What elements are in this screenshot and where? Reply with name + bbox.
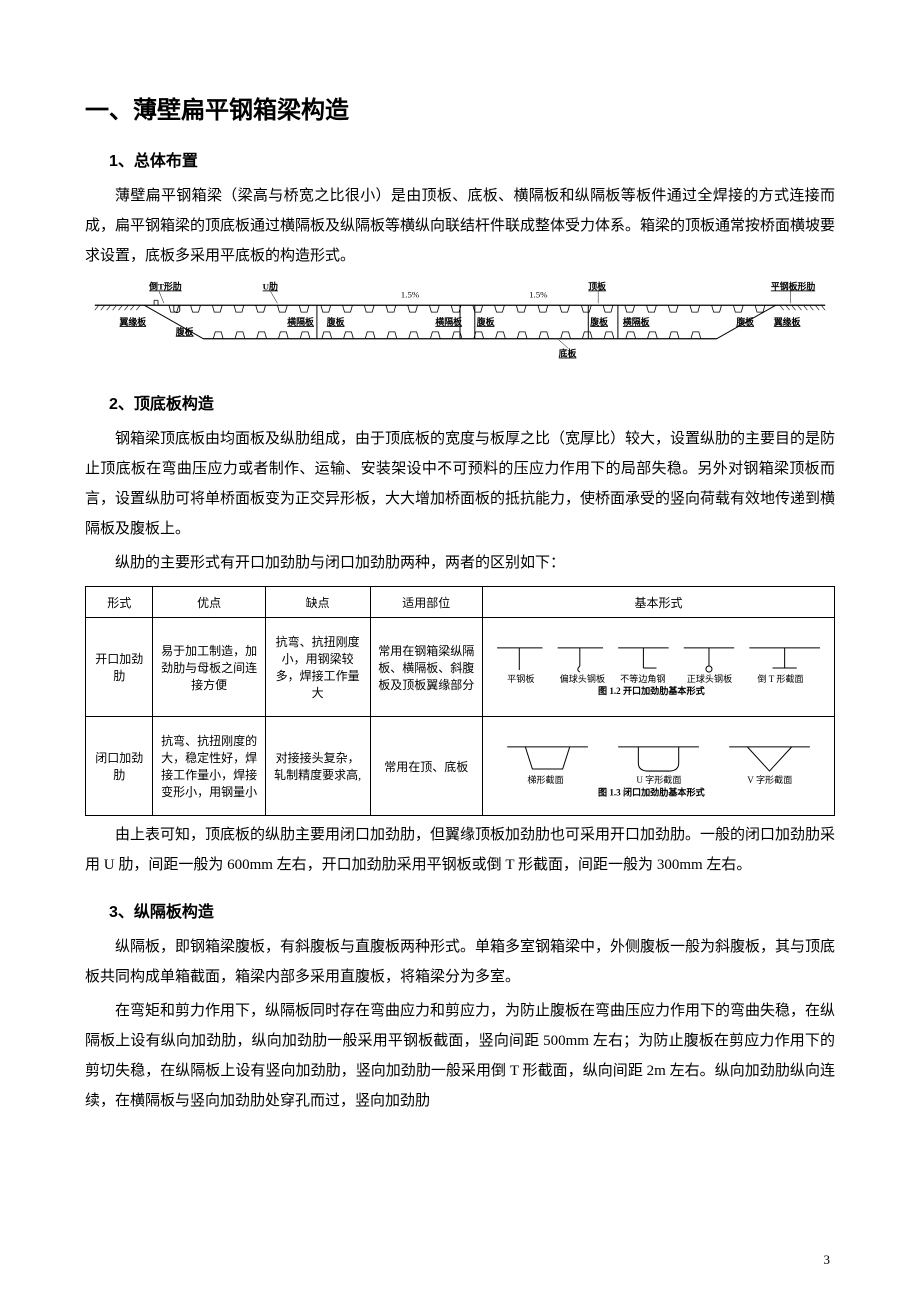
- section-3-heading: 3、纵隔板构造: [85, 898, 835, 922]
- page-title: 一、薄壁扁平钢箱梁构造: [85, 90, 835, 125]
- cell-open-pros: 易于加工制造，加劲肋与母板之间连接方便: [153, 618, 265, 717]
- th-form: 形式: [86, 587, 153, 618]
- label-invt: 倒T形肋: [148, 280, 182, 291]
- label-web-r: 腹板: [735, 316, 754, 327]
- section-3-paragraph-1: 纵隔板，即钢箱梁腹板，有斜腹板与直腹板两种形式。单箱多室钢箱梁中，外侧腹板一般为…: [85, 932, 835, 992]
- label-web-3b: 腹板: [589, 316, 608, 327]
- cell-closed-pros: 抗弯、抗扭刚度的大，稳定性好，焊接工作量小，焊接变形小，用钢量小: [153, 717, 265, 816]
- label-slope-1: 1.5%: [401, 289, 420, 299]
- label-edge-l: 翼缘板: [119, 316, 147, 327]
- after-table-paragraph: 由上表可知，顶底板的纵肋主要用闭口加劲肋，但翼缘顶板加劲肋也可采用开口加劲肋。一…: [85, 820, 835, 880]
- label-web-2: 腹板: [326, 316, 345, 327]
- th-cons: 缺点: [265, 587, 370, 618]
- label-slope-2: 1.5%: [529, 289, 548, 299]
- cell-open-cons: 抗弯、抗扭刚度小，用钢梁较多，焊接工作量大: [265, 618, 370, 717]
- shape-label: V 字形截面: [747, 774, 792, 785]
- section-1-paragraph: 薄壁扁平钢箱梁（梁高与桥宽之比很小）是由顶板、底板、横隔板和纵隔板等板件通过全焊…: [85, 181, 835, 271]
- label-web-3: 腹板: [476, 316, 495, 327]
- label-edge-r: 翼缘板: [773, 316, 801, 327]
- shape-label: 梯形截面: [527, 774, 563, 785]
- cell-closed-name: 闭口加劲肋: [86, 717, 153, 816]
- cell-closed-use: 常用在顶、底板: [370, 717, 482, 816]
- cell-closed-cons: 对接接头复杂，轧制精度要求高,: [265, 717, 370, 816]
- shape-caption: 图 1.2 开口加劲肋基本形式: [598, 685, 705, 696]
- section-2-heading: 2、顶底板构造: [85, 390, 835, 414]
- label-web-l: 腹板: [175, 326, 194, 337]
- cell-open-use: 常用在钢箱梁纵隔板、横隔板、斜腹板及顶板翼缘部分: [370, 618, 482, 717]
- cell-open-shapes: 平钢板 偏球头钢板 不等边角钢 正球头钢板 倒 T 形截面 图 1.2 开口加劲…: [482, 618, 834, 717]
- label-dia-2: 横隔板: [435, 316, 462, 327]
- label-urib: U肋: [263, 280, 278, 291]
- document-page: 一、薄壁扁平钢箱梁构造 1、总体布置 薄壁扁平钢箱梁（梁高与桥宽之比很小）是由顶…: [0, 0, 920, 1302]
- shape-label: 平钢板: [507, 673, 534, 684]
- section-2-paragraph-1: 钢箱梁顶底板由均面板及纵肋组成，由于顶底板的宽度与板厚之比（宽厚比）较大，设置纵…: [85, 424, 835, 544]
- section-2-paragraph-2: 纵肋的主要形式有开口加劲肋与闭口加劲肋两种，两者的区别如下：: [85, 548, 835, 578]
- shape-caption: 图 1.3 闭口加劲肋基本形式: [598, 786, 705, 797]
- label-bottom: 底板: [559, 348, 577, 359]
- shape-label: 倒 T 形截面: [757, 673, 803, 684]
- shape-label: 偏球头钢板: [560, 673, 605, 684]
- th-use: 适用部位: [370, 587, 482, 618]
- section-3-paragraph-2: 在弯矩和剪力作用下，纵隔板同时存在弯曲应力和剪应力，为防止腹板在弯曲压应力作用下…: [85, 996, 835, 1116]
- section-1-heading: 1、总体布置: [85, 147, 835, 171]
- label-topplate: 顶板: [588, 280, 606, 291]
- stiffener-comparison-table: 形式 优点 缺点 适用部位 基本形式 开口加劲肋 易于加工制造，加劲肋与母板之间…: [85, 586, 835, 816]
- shape-label: 正球头钢板: [687, 673, 732, 684]
- cell-open-name: 开口加劲肋: [86, 618, 153, 717]
- th-shape: 基本形式: [482, 587, 834, 618]
- cell-closed-shapes: 梯形截面 U 字形截面 V 字形截面 图 1.3 闭口加劲肋基本形式: [482, 717, 834, 816]
- table-row: 闭口加劲肋 抗弯、抗扭刚度的大，稳定性好，焊接工作量小，焊接变形小，用钢量小 对…: [86, 717, 835, 816]
- shape-label: U 字形截面: [636, 774, 681, 785]
- page-number: 3: [824, 1252, 831, 1268]
- shape-label: 不等边角钢: [620, 673, 665, 684]
- table-row: 开口加劲肋 易于加工制造，加劲肋与母板之间连接方便 抗弯、抗扭刚度小，用钢梁较多…: [86, 618, 835, 717]
- box-girder-cross-section-diagram: 倒T形肋 U肋 1.5% 1.5% 顶板 平钢板形肋 翼缘板 腹板 横隔板 腹板…: [85, 277, 835, 372]
- table-header-row: 形式 优点 缺点 适用部位 基本形式: [86, 587, 835, 618]
- th-pros: 优点: [153, 587, 265, 618]
- label-dia-3: 横隔板: [623, 316, 650, 327]
- label-flatrib: 平钢板形肋: [771, 280, 815, 291]
- label-dia-1: 横隔板: [287, 316, 314, 327]
